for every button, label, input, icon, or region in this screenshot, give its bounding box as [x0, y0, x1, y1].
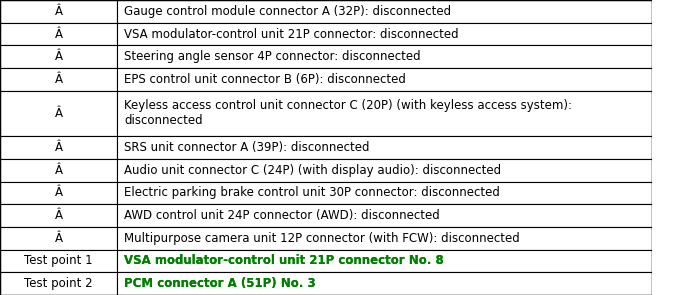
Bar	[0, 136, 118, 159]
Bar	[0, 181, 118, 204]
Bar	[118, 45, 652, 68]
Bar	[0, 159, 118, 181]
Bar	[0, 272, 118, 295]
Bar	[0, 227, 118, 250]
Bar	[118, 272, 652, 295]
Bar	[118, 68, 652, 91]
Bar	[0, 68, 118, 91]
Text: Â: Â	[55, 164, 63, 177]
Text: Keyless access control unit connector C (20P) (with keyless access system):
disc: Keyless access control unit connector C …	[124, 99, 572, 127]
Text: VSA modulator-control unit 21P connector: disconnected: VSA modulator-control unit 21P connector…	[124, 27, 458, 40]
Bar	[118, 250, 652, 272]
Bar	[0, 23, 118, 45]
Text: PCM connector A (51P) No. 3: PCM connector A (51P) No. 3	[0, 294, 1, 295]
Text: Â: Â	[55, 186, 63, 199]
Text: Â: Â	[55, 141, 63, 154]
Bar	[118, 91, 652, 136]
Text: Â: Â	[55, 27, 63, 40]
Text: Â: Â	[55, 5, 63, 18]
Text: AWD control unit 24P connector (AWD): disconnected: AWD control unit 24P connector (AWD): di…	[124, 209, 439, 222]
Text: SRS unit connector A (39P): disconnected: SRS unit connector A (39P): disconnected	[124, 141, 370, 154]
Text: Â: Â	[55, 107, 63, 120]
Text: Audio unit connector C (24P) (with display audio): disconnected: Audio unit connector C (24P) (with displ…	[124, 164, 501, 177]
Bar	[118, 23, 652, 45]
Text: Test point 1: Test point 1	[24, 255, 93, 268]
Text: VSA modulator-control unit 21P connector No. 8: VSA modulator-control unit 21P connector…	[0, 294, 1, 295]
Text: PCM connector A (51P) No. 3: PCM connector A (51P) No. 3	[124, 277, 316, 290]
Text: Â: Â	[55, 50, 63, 63]
Text: Â: Â	[55, 232, 63, 245]
Text: Â: Â	[55, 209, 63, 222]
Text: PCM connector A (51P) No. 3: PCM connector A (51P) No. 3	[124, 277, 316, 290]
Text: Multipurpose camera unit 12P connector (with FCW): disconnected: Multipurpose camera unit 12P connector (…	[124, 232, 520, 245]
Text: EPS control unit connector B (6P): disconnected: EPS control unit connector B (6P): disco…	[124, 73, 406, 86]
Bar	[118, 159, 652, 181]
Text: Â: Â	[55, 73, 63, 86]
Bar	[118, 204, 652, 227]
Bar	[118, 136, 652, 159]
Text: Electric parking brake control unit 30P connector: disconnected: Electric parking brake control unit 30P …	[124, 186, 500, 199]
Text: VSA modulator-control unit 21P connector No. 8: VSA modulator-control unit 21P connector…	[124, 255, 443, 268]
Bar	[118, 181, 652, 204]
Bar	[0, 204, 118, 227]
Bar	[0, 0, 118, 23]
Text: Gauge control module connector A (32P): disconnected: Gauge control module connector A (32P): …	[124, 5, 451, 18]
Bar	[0, 91, 118, 136]
Text: Steering angle sensor 4P connector: disconnected: Steering angle sensor 4P connector: disc…	[124, 50, 420, 63]
Bar	[118, 0, 652, 23]
Bar	[0, 250, 118, 272]
Bar	[0, 45, 118, 68]
Text: VSA modulator-control unit 21P connector No. 8: VSA modulator-control unit 21P connector…	[124, 255, 443, 268]
Text: Test point 2: Test point 2	[24, 277, 93, 290]
Bar	[118, 227, 652, 250]
